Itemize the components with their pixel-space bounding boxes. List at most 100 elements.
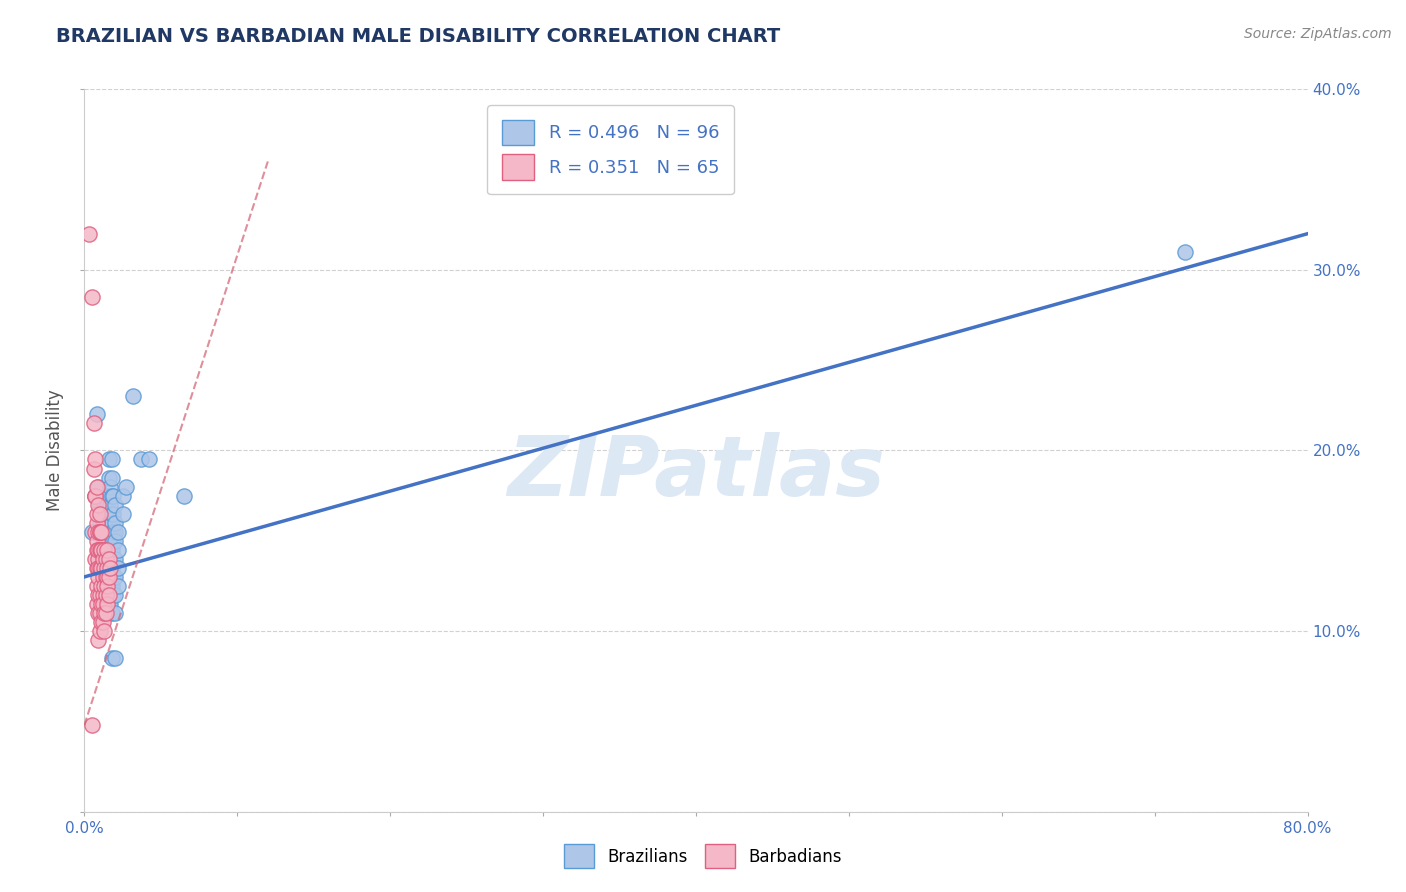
Point (97, 597, 120, 611)
Point (89, 498, 111, 512)
Point (94, 533, 117, 548)
Point (83, 417, 105, 431)
Point (87, 498, 110, 512)
Point (104, 524, 127, 539)
Point (96, 551, 118, 566)
Point (97, 533, 120, 548)
Point (93, 516, 115, 530)
Point (96, 597, 118, 611)
Point (104, 551, 127, 566)
Point (94, 489, 117, 503)
Point (107, 524, 129, 539)
Point (84, 551, 107, 566)
Point (96, 542, 118, 557)
Point (103, 507, 125, 521)
Point (104, 570, 127, 584)
Point (90, 561, 112, 575)
Point (94, 551, 117, 566)
Point (91, 516, 114, 530)
Point (89, 542, 111, 557)
Point (89, 524, 111, 539)
Point (93, 542, 115, 557)
Point (97, 551, 120, 566)
Point (91, 588, 114, 602)
Point (93, 561, 115, 575)
Point (96, 588, 118, 602)
Point (101, 516, 124, 530)
Point (97, 524, 120, 539)
Point (89, 606, 111, 620)
Point (97, 470, 120, 484)
Point (86, 516, 108, 530)
Y-axis label: Male Disability: Male Disability (46, 390, 65, 511)
Point (104, 651, 127, 665)
Point (103, 524, 125, 539)
Point (96, 516, 118, 530)
Point (86, 533, 108, 548)
Point (91, 597, 114, 611)
Point (97, 489, 120, 503)
Point (90, 524, 112, 539)
Point (93, 551, 115, 566)
Point (93, 498, 115, 512)
Point (87, 524, 110, 539)
Point (103, 588, 125, 602)
Point (80, 718, 103, 732)
Point (104, 498, 127, 512)
Point (111, 489, 134, 503)
Point (104, 516, 127, 530)
Point (97, 570, 120, 584)
Point (84, 489, 107, 503)
Point (90, 561, 112, 575)
Text: ZIPatlas: ZIPatlas (508, 432, 884, 513)
Point (91, 551, 114, 566)
Point (129, 452, 152, 467)
Point (94, 551, 117, 566)
Point (101, 507, 124, 521)
Point (93, 561, 115, 575)
Point (114, 480, 136, 494)
Point (101, 561, 124, 575)
Point (94, 606, 117, 620)
Point (84, 524, 107, 539)
Point (101, 470, 124, 484)
Point (98, 579, 121, 593)
Point (90, 615, 112, 629)
Point (87, 561, 110, 575)
Point (96, 542, 118, 557)
Point (96, 498, 118, 512)
Point (86, 407, 108, 422)
Point (104, 606, 127, 620)
Text: BRAZILIAN VS BARBADIAN MALE DISABILITY CORRELATION CHART: BRAZILIAN VS BARBADIAN MALE DISABILITY C… (56, 27, 780, 45)
Point (103, 570, 125, 584)
Point (87, 570, 110, 584)
Point (97, 570, 120, 584)
Point (86, 542, 108, 557)
Point (97, 452, 120, 467)
Point (98, 561, 121, 575)
Point (93, 533, 115, 548)
Point (97, 533, 120, 548)
Point (122, 389, 145, 403)
Point (96, 570, 118, 584)
Point (84, 489, 107, 503)
Point (98, 516, 121, 530)
Point (87, 551, 110, 566)
Point (93, 579, 115, 593)
Point (87, 542, 110, 557)
Point (173, 489, 195, 503)
Point (84, 452, 107, 467)
Point (87, 588, 110, 602)
Point (98, 570, 121, 584)
Point (94, 588, 117, 602)
Point (90, 542, 112, 557)
Point (90, 542, 112, 557)
Point (98, 542, 121, 557)
Point (103, 551, 125, 566)
Point (96, 579, 118, 593)
Point (93, 524, 115, 539)
Point (101, 579, 124, 593)
Point (96, 561, 118, 575)
Point (96, 524, 118, 539)
Point (103, 489, 125, 503)
